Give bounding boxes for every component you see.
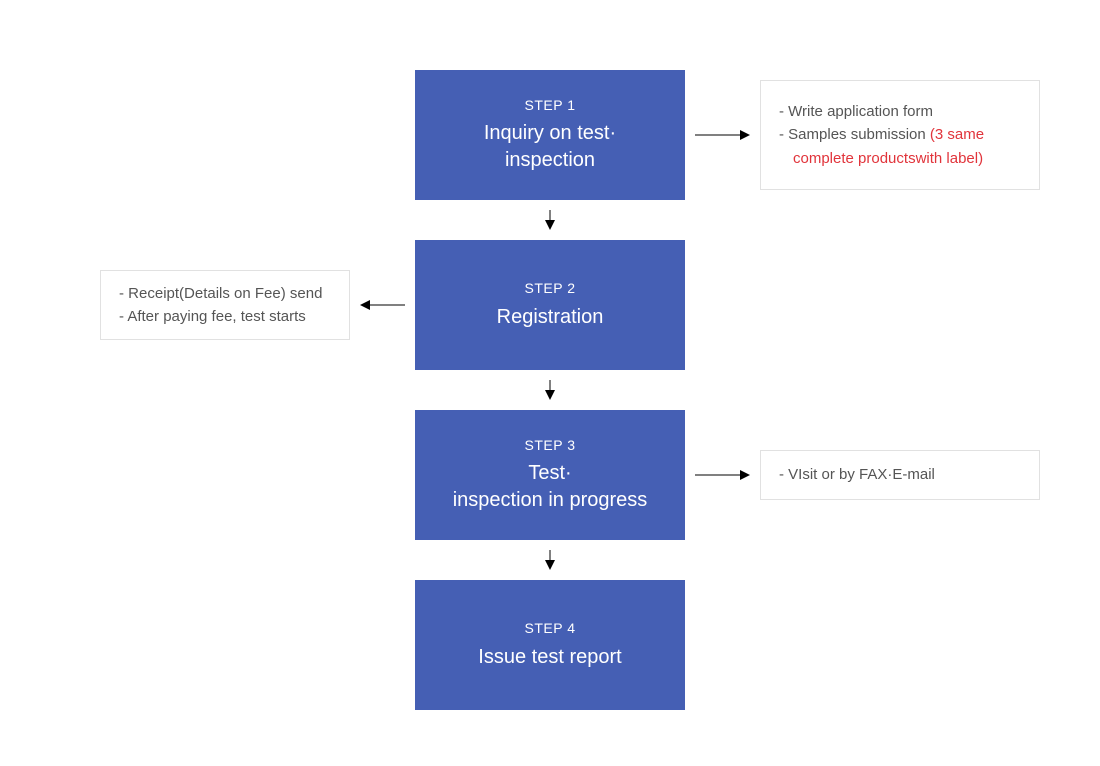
arrow-down-2-to-3 — [545, 380, 555, 400]
step-title: Issue test report — [478, 644, 621, 671]
note-box-step-3: - VIsit or by FAX·E-mail — [760, 450, 1040, 500]
bullet-dash: - — [119, 285, 128, 302]
note-box-step-1: - Write application form- Samples submis… — [760, 80, 1040, 190]
note-text: Receipt(Details on Fee) send — [128, 285, 322, 302]
step-title-line: Issue test report — [478, 644, 621, 671]
bullet-dash: - — [779, 103, 788, 120]
note-line: - Write application form — [779, 100, 1021, 123]
note-line: - VIsit or by FAX·E-mail — [779, 463, 1021, 486]
bullet-dash: - — [779, 466, 788, 483]
step-label: STEP 2 — [525, 279, 576, 298]
step-title: Test·inspection in progress — [453, 460, 648, 514]
note-line: - After paying fee, test starts — [119, 305, 331, 328]
bullet-dash: - — [779, 126, 788, 143]
arrow-left-step-2 — [360, 300, 405, 310]
note-text: VIsit or by FAX·E-mail — [788, 466, 935, 483]
step-box-1: STEP 1 Inquiry on test·inspection — [415, 70, 685, 200]
step-title-line: inspection in progress — [453, 487, 648, 514]
step-title-line: Registration — [497, 304, 604, 331]
flowchart-canvas: STEP 1 Inquiry on test·inspection STEP 2 Re… — [0, 0, 1100, 766]
arrow-down-3-to-4 — [545, 550, 555, 570]
step-title-line: inspection — [484, 147, 616, 174]
step-box-2: STEP 2 Registration — [415, 240, 685, 370]
note-line: - Receipt(Details on Fee) send — [119, 282, 331, 305]
step-title: Registration — [497, 304, 604, 331]
note-text-highlight: complete productswith label) — [793, 150, 983, 167]
step-label: STEP 1 — [525, 96, 576, 115]
arrow-right-step-3 — [695, 470, 750, 480]
note-text: Samples submission — [788, 126, 930, 143]
step-title: Inquiry on test·inspection — [484, 120, 616, 174]
note-box-step-2: - Receipt(Details on Fee) send- After pa… — [100, 270, 350, 340]
arrow-down-1-to-2 — [545, 210, 555, 230]
step-box-3: STEP 3 Test·inspection in progress — [415, 410, 685, 540]
step-label: STEP 3 — [525, 436, 576, 455]
note-text: After paying fee, test starts — [127, 308, 305, 325]
step-box-4: STEP 4 Issue test report — [415, 580, 685, 710]
note-text-highlight: (3 same — [930, 126, 984, 143]
step-title-line: Inquiry on test· — [484, 120, 616, 147]
step-label: STEP 4 — [525, 619, 576, 638]
note-line: complete productswith label) — [779, 147, 1021, 170]
arrow-right-step-1 — [695, 130, 750, 140]
step-title-line: Test· — [453, 460, 648, 487]
note-text: Write application form — [788, 103, 933, 120]
note-line: - Samples submission (3 same — [779, 123, 1021, 146]
